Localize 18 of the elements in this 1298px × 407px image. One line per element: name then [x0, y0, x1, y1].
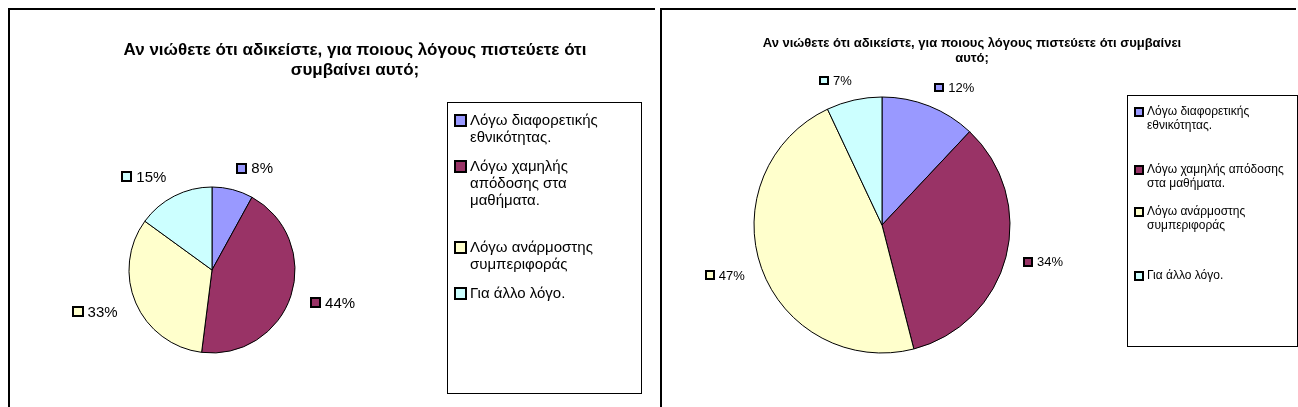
legend-label: Λόγω χαμηλής απόδοσης στα μαθήματα. — [1147, 162, 1285, 190]
data-label: 47% — [718, 267, 746, 283]
data-label: 44% — [325, 293, 356, 311]
data-label: 33% — [87, 302, 118, 320]
data-label: 12% — [948, 79, 975, 95]
data-label: 8% — [251, 159, 274, 177]
legend-label: Λόγω διαφορετικής εθνικότητας. — [1147, 104, 1251, 132]
chart-title: Αν νιώθετε ότι αδικείστε, για ποιους λόγους πιστεύετε ότι συμβαίνει αυτό; — [761, 35, 1183, 65]
legend-label: Λόγω ανάρμοστης συμπεριφοράς — [1147, 204, 1247, 232]
data-label: 7% — [832, 73, 853, 89]
legend-label: Για άλλο λόγο. — [1147, 268, 1224, 282]
legend-label: Λόγω ανάρμοστης συμπεριφοράς — [470, 238, 594, 272]
data-label: 15% — [136, 167, 167, 185]
data-label: 34% — [1037, 254, 1064, 270]
legend-label: Λόγω διαφορετικής εθνικότητας. — [470, 111, 599, 145]
legend-label: Για άλλο λόγο. — [470, 284, 566, 301]
chart-title: Αν νιώθετε ότι αδικείστε, για ποιους λόγους πιστεύετε ότι συμβαίνει αυτό; — [122, 40, 588, 80]
legend-label: Λόγω χαμηλής απόδοσης στα μαθήματα. — [470, 157, 569, 208]
